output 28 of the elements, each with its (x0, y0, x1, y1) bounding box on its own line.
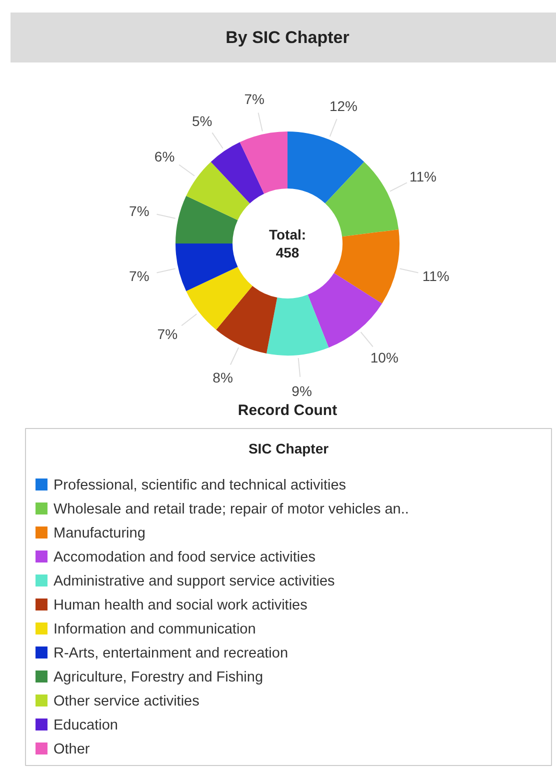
legend-title: SIC Chapter (248, 440, 330, 456)
legend-label: R-Arts, entertainment and recreation (54, 646, 288, 662)
data-label: 10% (370, 350, 398, 366)
data-label: 11% (422, 268, 450, 284)
legend-label: Agriculture, Forestry and Fishing (54, 670, 264, 686)
legend-label: Professional, scientific and technical activities (54, 478, 346, 494)
text: Total: 458 (268, 226, 306, 260)
legend-label: Other (54, 742, 90, 758)
data-label: 5% (192, 113, 212, 130)
data-label: 12% (329, 98, 358, 114)
legend-label: Manufacturing (54, 526, 146, 542)
legend-label: Accomodation and food service activities (54, 550, 316, 566)
data-label: 7% (129, 203, 150, 220)
data-label: 7% (157, 326, 178, 342)
legend-label: Other service activities (54, 694, 200, 710)
legend-label: Human health and social work activities (54, 598, 308, 614)
data-label: 6% (154, 148, 175, 165)
data-label: 9% (292, 382, 312, 399)
legend-label: Education (54, 718, 118, 734)
data-label: 8% (212, 369, 233, 386)
chart-title: By SIC Chapter (226, 28, 350, 47)
data-label: 7% (129, 268, 150, 284)
legend-label: Information and communication (54, 622, 256, 638)
legend-label: Wholesale and retail trade; repair of motor vehicles an.. (54, 502, 409, 518)
text: Record Count (238, 402, 338, 419)
data-label: 11% (409, 168, 436, 184)
legend-label: Administrative and support service activities (54, 574, 335, 590)
data-label: 7% (244, 91, 264, 108)
